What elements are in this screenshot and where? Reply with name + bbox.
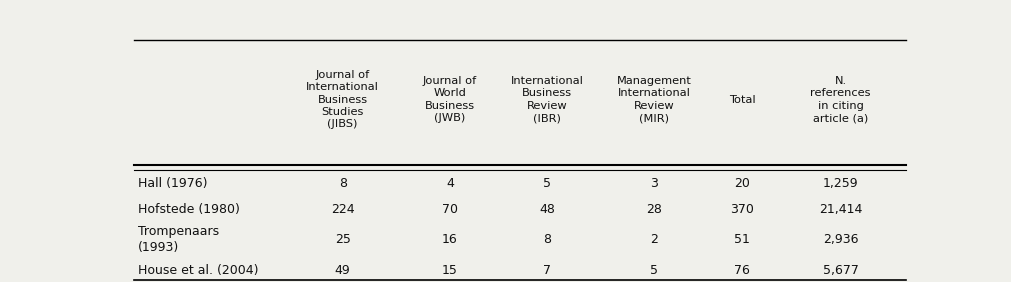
Text: 3: 3 — [650, 177, 658, 190]
Text: 7: 7 — [543, 264, 551, 277]
Text: 25: 25 — [335, 233, 351, 246]
Text: 15: 15 — [442, 264, 458, 277]
Text: International
Business
Review
(IBR): International Business Review (IBR) — [511, 76, 583, 123]
Text: N.
references
in citing
article (a): N. references in citing article (a) — [810, 76, 870, 123]
Text: 2,936: 2,936 — [823, 233, 858, 246]
Text: 16: 16 — [442, 233, 458, 246]
Text: 8: 8 — [543, 233, 551, 246]
Text: 21,414: 21,414 — [819, 202, 862, 215]
Text: 51: 51 — [734, 233, 750, 246]
Text: 370: 370 — [731, 202, 754, 215]
Text: 48: 48 — [539, 202, 555, 215]
Text: House et al. (2004): House et al. (2004) — [139, 264, 259, 277]
Text: Hofstede (1980): Hofstede (1980) — [139, 202, 240, 215]
Text: Trompenaars
(1993): Trompenaars (1993) — [139, 225, 219, 254]
Text: Total: Total — [729, 94, 756, 105]
Text: 5,677: 5,677 — [823, 264, 858, 277]
Text: 2: 2 — [650, 233, 658, 246]
Text: Journal of
World
Business
(JWB): Journal of World Business (JWB) — [423, 76, 477, 123]
Text: 49: 49 — [335, 264, 351, 277]
Text: 224: 224 — [331, 202, 355, 215]
Text: 5: 5 — [543, 177, 551, 190]
Text: Journal of
International
Business
Studies
(JIBS): Journal of International Business Studie… — [306, 70, 379, 129]
Text: 70: 70 — [442, 202, 458, 215]
Text: 5: 5 — [650, 264, 658, 277]
Text: 8: 8 — [339, 177, 347, 190]
Text: Hall (1976): Hall (1976) — [139, 177, 207, 190]
Text: 20: 20 — [734, 177, 750, 190]
Text: 1,259: 1,259 — [823, 177, 858, 190]
Text: Management
International
Review
(MIR): Management International Review (MIR) — [617, 76, 692, 123]
Text: 4: 4 — [446, 177, 454, 190]
Text: 28: 28 — [646, 202, 662, 215]
Text: 76: 76 — [734, 264, 750, 277]
